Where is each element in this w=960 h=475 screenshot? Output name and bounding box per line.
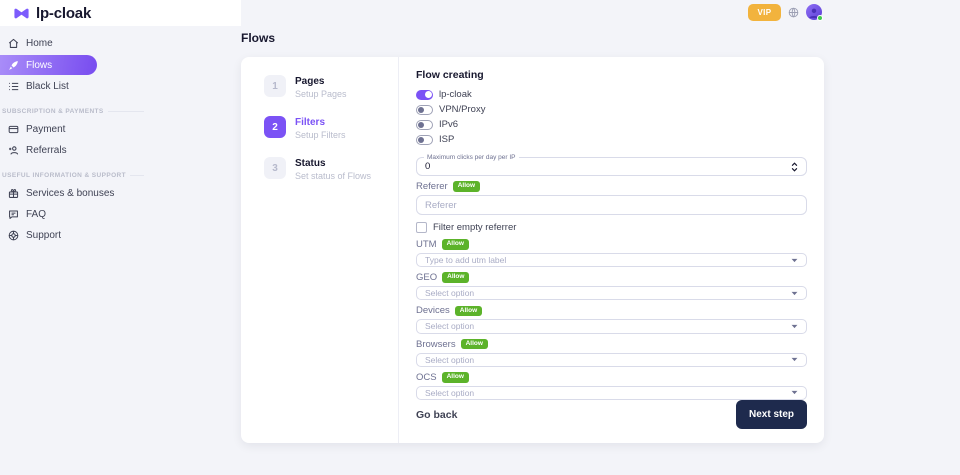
sidebar-item-label: Home (26, 38, 53, 49)
home-icon (8, 38, 19, 49)
ocs-allow-badge[interactable]: Allow (441, 372, 469, 383)
max-clicks-label: Maximum clicks per day per IP (424, 154, 519, 161)
black-list-icon (8, 81, 19, 92)
toggle-lp-cloak[interactable]: lp-cloak (416, 89, 807, 100)
chevron-down-icon (791, 357, 798, 362)
referer-input[interactable] (416, 195, 807, 215)
sidebar-item-label: Black List (26, 81, 69, 92)
faq-chat-icon (8, 209, 19, 220)
go-back-button[interactable]: Go back (416, 408, 458, 421)
max-clicks-input[interactable] (425, 161, 791, 173)
step-number: 3 (264, 157, 286, 179)
step-subtitle: Setup Filters (295, 130, 346, 140)
sidebar-item-support[interactable]: Support (0, 225, 150, 246)
step-filters[interactable]: 2 Filters Setup Filters (264, 116, 398, 140)
sidebar-section-subscription: SUBSCRIPTION & PAYMENTS (2, 108, 144, 115)
utm-label-row: UTM Allow (416, 239, 807, 250)
toggle-isp[interactable]: ISP (416, 134, 807, 145)
step-title: Filters (295, 117, 326, 128)
toggle-vpn-proxy[interactable]: VPN/Proxy (416, 104, 807, 115)
step-title: Pages (295, 76, 325, 87)
toggle-switch-on[interactable] (416, 89, 433, 100)
step-subtitle: Set status of Flows (295, 171, 372, 181)
sidebar-item-label: Payment (26, 124, 66, 135)
sidebar-item-services-bonuses[interactable]: Services & bonuses (0, 183, 150, 204)
filter-empty-referrer-row[interactable]: Filter empty referrer (416, 221, 807, 233)
sidebar-item-home[interactable]: Home (0, 33, 150, 54)
sidebar-section-support: USEFUL INFORMATION & SUPPORT (2, 172, 144, 179)
geo-allow-badge[interactable]: Allow (442, 272, 470, 283)
sidebar-item-label: Services & bonuses (26, 188, 115, 199)
steps-column: 1 Pages Setup Pages 2 Filters Setup Filt… (241, 57, 399, 443)
referer-allow-badge[interactable]: Allow (452, 181, 481, 192)
lifebuoy-icon (8, 230, 19, 241)
toggle-ipv6[interactable]: IPv6 (416, 119, 807, 130)
geo-label-row: GEO Allow (416, 272, 807, 283)
sidebar-item-label: FAQ (26, 209, 47, 220)
credit-card-icon (8, 124, 19, 135)
chevron-down-icon (791, 291, 798, 296)
step-title: Status (295, 158, 326, 169)
toggle-switch-off[interactable] (416, 134, 433, 145)
chevron-down-icon (791, 258, 798, 263)
toggle-switch-off[interactable] (416, 119, 433, 130)
referrals-person-icon (8, 145, 19, 156)
vip-button[interactable]: VIP (748, 3, 781, 21)
sidebar-item-label: Referrals (26, 145, 67, 156)
user-avatar[interactable] (806, 4, 823, 21)
devices-label-row: Devices Allow (416, 305, 807, 316)
filters-form: Flow creating lp-cloak VPN/Proxy IPv6 IS… (399, 57, 824, 443)
number-stepper-icon[interactable] (791, 161, 798, 172)
browsers-allow-badge[interactable]: Allow (460, 338, 488, 350)
referer-label-row: Referer Allow (416, 181, 807, 192)
sidebar-item-payment[interactable]: Payment (0, 119, 150, 140)
sidebar-item-referrals[interactable]: Referrals (0, 140, 150, 161)
sidebar-item-label: Flows (26, 59, 53, 71)
flow-creating-card: 1 Pages Setup Pages 2 Filters Setup Filt… (241, 57, 824, 443)
geo-select[interactable]: Select option (416, 286, 807, 301)
toggle-switch-off[interactable] (416, 104, 433, 115)
logo-text: lp-cloak (36, 4, 92, 22)
step-number: 2 (264, 116, 286, 138)
lp-cloak-logo-icon (13, 7, 30, 20)
step-number: 1 (264, 75, 286, 97)
globe-language-icon[interactable] (788, 7, 799, 18)
devices-allow-badge[interactable]: Allow (454, 305, 483, 317)
step-status[interactable]: 3 Status Set status of Flows (264, 157, 398, 181)
ocs-label-row: OCS Allow (416, 372, 807, 383)
form-title: Flow creating (416, 69, 484, 81)
sidebar: Home Flows Black List SUBSCRIPTION & PAY… (0, 33, 150, 246)
chevron-down-icon (791, 390, 798, 395)
topbar-right: VIP (748, 3, 823, 21)
ocs-select[interactable]: Select option (416, 385, 807, 400)
browsers-label-row: Browsers Allow (416, 339, 807, 350)
page-title: Flows (241, 31, 276, 45)
next-step-button[interactable]: Next step (735, 400, 807, 429)
devices-select[interactable]: Select option (416, 319, 807, 334)
filter-empty-referrer-checkbox[interactable] (416, 221, 427, 233)
step-pages[interactable]: 1 Pages Setup Pages (264, 75, 398, 99)
flows-icon (8, 60, 19, 71)
sidebar-item-black-list[interactable]: Black List (0, 76, 150, 97)
utm-select[interactable] (416, 252, 807, 268)
utm-allow-badge[interactable]: Allow (441, 239, 469, 250)
sidebar-item-flows[interactable]: Flows (0, 55, 97, 75)
sidebar-item-faq[interactable]: FAQ (0, 204, 150, 225)
browsers-select[interactable]: Select option (416, 352, 807, 367)
utm-input[interactable] (425, 255, 791, 266)
logo-header: lp-cloak (0, 0, 241, 26)
step-subtitle: Setup Pages (295, 89, 347, 99)
max-clicks-field: Maximum clicks per day per IP (416, 154, 807, 177)
sidebar-item-label: Support (26, 230, 62, 241)
form-footer: Go back Next step (416, 400, 807, 429)
chevron-down-icon (791, 324, 798, 329)
gift-icon (8, 188, 19, 199)
